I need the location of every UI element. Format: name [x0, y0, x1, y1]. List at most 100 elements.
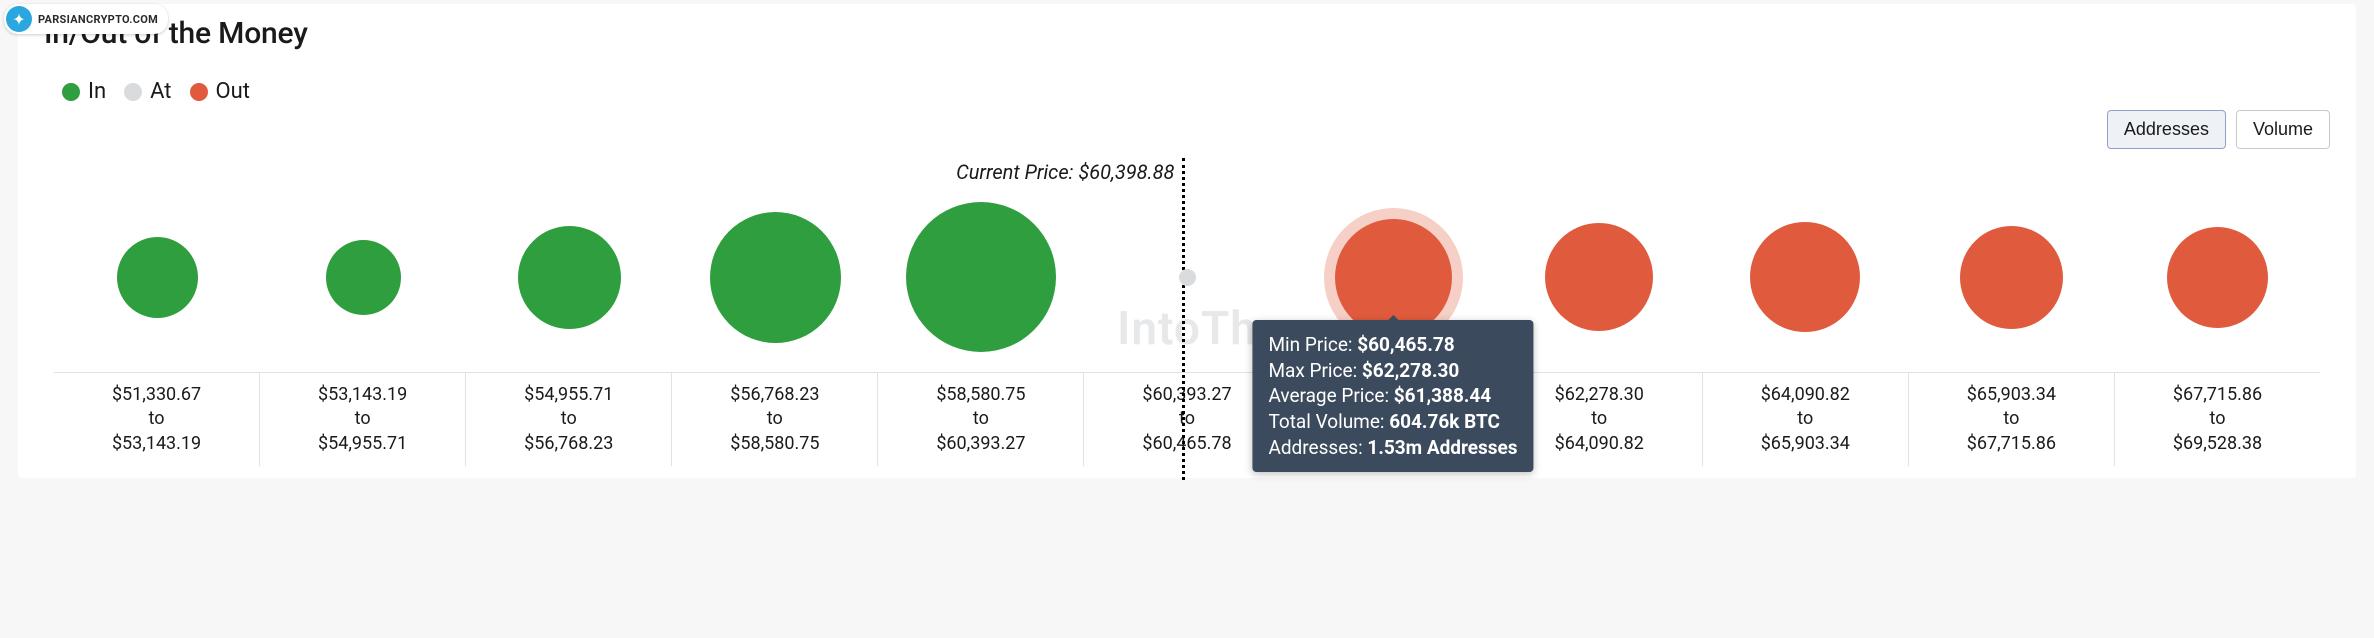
bubble [518, 226, 621, 329]
bucket-to: $69,528.38 [2117, 432, 2318, 456]
bubble-cell[interactable] [1084, 269, 1290, 286]
bucket-to: $60,393.27 [880, 432, 1081, 456]
current-price-value: $60,398.88 [1078, 160, 1174, 184]
iotm-card: In/Out of the Money In At Out Addresses Vo… [18, 4, 2356, 478]
bucket-to-word: to [1911, 407, 2112, 431]
bucket-from: $67,715.86 [2117, 383, 2318, 407]
tooltip-label: Average Price: [1268, 384, 1393, 407]
bucket-to-word: to [880, 407, 1081, 431]
bucket-label: $51,330.67to$53,143.19 [54, 373, 259, 466]
bucket-to-word: to [674, 407, 875, 431]
bucket-to-word: to [262, 407, 463, 431]
tooltip-value: $61,388.44 [1394, 384, 1491, 407]
bubble [1750, 222, 1860, 332]
bubble-cell[interactable] [54, 237, 260, 318]
bucket-to: $67,715.86 [1911, 432, 2112, 456]
bubble-cell[interactable] [1908, 226, 2114, 329]
toggle-addresses-button[interactable]: Addresses [2107, 110, 2226, 149]
legend-dot-icon [190, 83, 208, 101]
tooltip-label: Total Volume: [1268, 410, 1389, 433]
bubble-cell[interactable] [1702, 222, 1908, 332]
bucket-label: $56,768.23to$58,580.75 [671, 373, 877, 466]
bubble-halo [2167, 227, 2268, 328]
bucket-from: $51,330.67 [56, 383, 257, 407]
bubble-cell[interactable] [466, 226, 672, 329]
bucket-to-word: to [1705, 407, 1906, 431]
tooltip-value: $62,278.30 [1362, 359, 1459, 382]
bubble-halo [906, 202, 1056, 352]
bubble-halo [1750, 222, 1860, 332]
view-toggle: Addresses Volume [2107, 110, 2330, 149]
current-price-label: Current Price: $60,398.88 [956, 160, 1182, 184]
title-row: In/Out of the Money [18, 4, 2356, 55]
tooltip-value: 604.76k BTC [1389, 410, 1500, 433]
legend-item[interactable]: At [124, 79, 171, 104]
bucket-label: $67,715.86to$69,528.38 [2114, 373, 2320, 466]
bubble [1179, 269, 1196, 286]
bucket-to-word: to [56, 407, 257, 431]
site-badge-text: PARSIANCRYPTO.COM [38, 13, 158, 26]
tooltip-row: Min Price: $60,465.78 [1268, 332, 1517, 358]
bubble-halo [117, 237, 198, 318]
site-logo-icon: ✦ [6, 6, 32, 32]
bucket-label: $58,580.75to$60,393.27 [877, 373, 1083, 466]
bubble [710, 212, 841, 343]
bucket-to: $53,143.19 [56, 432, 257, 456]
bucket-labels: $51,330.67to$53,143.19$53,143.19to$54,95… [54, 372, 2320, 466]
legend-label: Out [216, 79, 250, 104]
bucket-label: $54,955.71to$56,768.23 [465, 373, 671, 466]
legend-label: At [150, 79, 171, 104]
bubble-cell[interactable] [260, 240, 466, 315]
chart-title: In/Out of the Money [44, 16, 2330, 51]
bubble-tooltip: Min Price: $60,465.78Max Price: $62,278.… [1252, 320, 1533, 472]
bubble [117, 237, 198, 318]
bucket-to-word: to [468, 407, 669, 431]
bucket-from: $65,903.34 [1911, 383, 2112, 407]
bubble-cell[interactable] [1496, 223, 1702, 331]
bubble [326, 240, 401, 315]
bubble [1545, 223, 1653, 331]
bucket-from: $64,090.82 [1705, 383, 1906, 407]
bubble [906, 202, 1056, 352]
bucket-label: $65,903.34to$67,715.86 [1908, 373, 2114, 466]
tooltip-value: 1.53m Addresses [1367, 436, 1517, 459]
bubble-halo [710, 212, 841, 343]
toggle-volume-button[interactable]: Volume [2236, 110, 2330, 149]
legend-dot-icon [124, 83, 142, 101]
bubble-cell[interactable] [2114, 227, 2320, 328]
tooltip-row: Total Volume: 604.76k BTC [1268, 409, 1517, 435]
bubble [1960, 226, 2063, 329]
bubble-halo [1960, 226, 2063, 329]
bucket-from: $54,955.71 [468, 383, 669, 407]
legend-dot-icon [62, 83, 80, 101]
bubble-cell[interactable] [672, 212, 878, 343]
legend: In At Out [18, 55, 2356, 114]
chart-area: IntoTh Current Price: $60,398.88 $51,330… [18, 192, 2356, 466]
tooltip-label: Min Price: [1268, 333, 1357, 356]
bucket-to: $65,903.34 [1705, 432, 1906, 456]
bucket-to-word: to [2117, 407, 2318, 431]
bucket-from: $58,580.75 [880, 383, 1081, 407]
tooltip-value: $60,465.78 [1357, 333, 1454, 356]
bucket-from: $53,143.19 [262, 383, 463, 407]
tooltip-label: Addresses: [1268, 436, 1367, 459]
tooltip-label: Max Price: [1268, 359, 1361, 382]
bucket-label: $53,143.19to$54,955.71 [259, 373, 465, 466]
bucket-to: $54,955.71 [262, 432, 463, 456]
site-badge: ✦ PARSIANCRYPTO.COM [4, 4, 168, 34]
bucket-to: $56,768.23 [468, 432, 669, 456]
tooltip-row: Average Price: $61,388.44 [1268, 383, 1517, 409]
tooltip-row: Max Price: $62,278.30 [1268, 358, 1517, 384]
bucket-from: $56,768.23 [674, 383, 875, 407]
bubble-halo [326, 240, 401, 315]
bubble-row [54, 192, 2320, 362]
legend-label: In [88, 79, 106, 104]
bubble-halo [518, 226, 621, 329]
current-price-prefix: Current Price: [956, 160, 1078, 184]
bubble [2167, 227, 2268, 328]
bubble-cell[interactable] [878, 202, 1084, 352]
bucket-label: $64,090.82to$65,903.34 [1702, 373, 1908, 466]
legend-item[interactable]: Out [190, 79, 250, 104]
legend-item[interactable]: In [62, 79, 106, 104]
bucket-to: $58,580.75 [674, 432, 875, 456]
